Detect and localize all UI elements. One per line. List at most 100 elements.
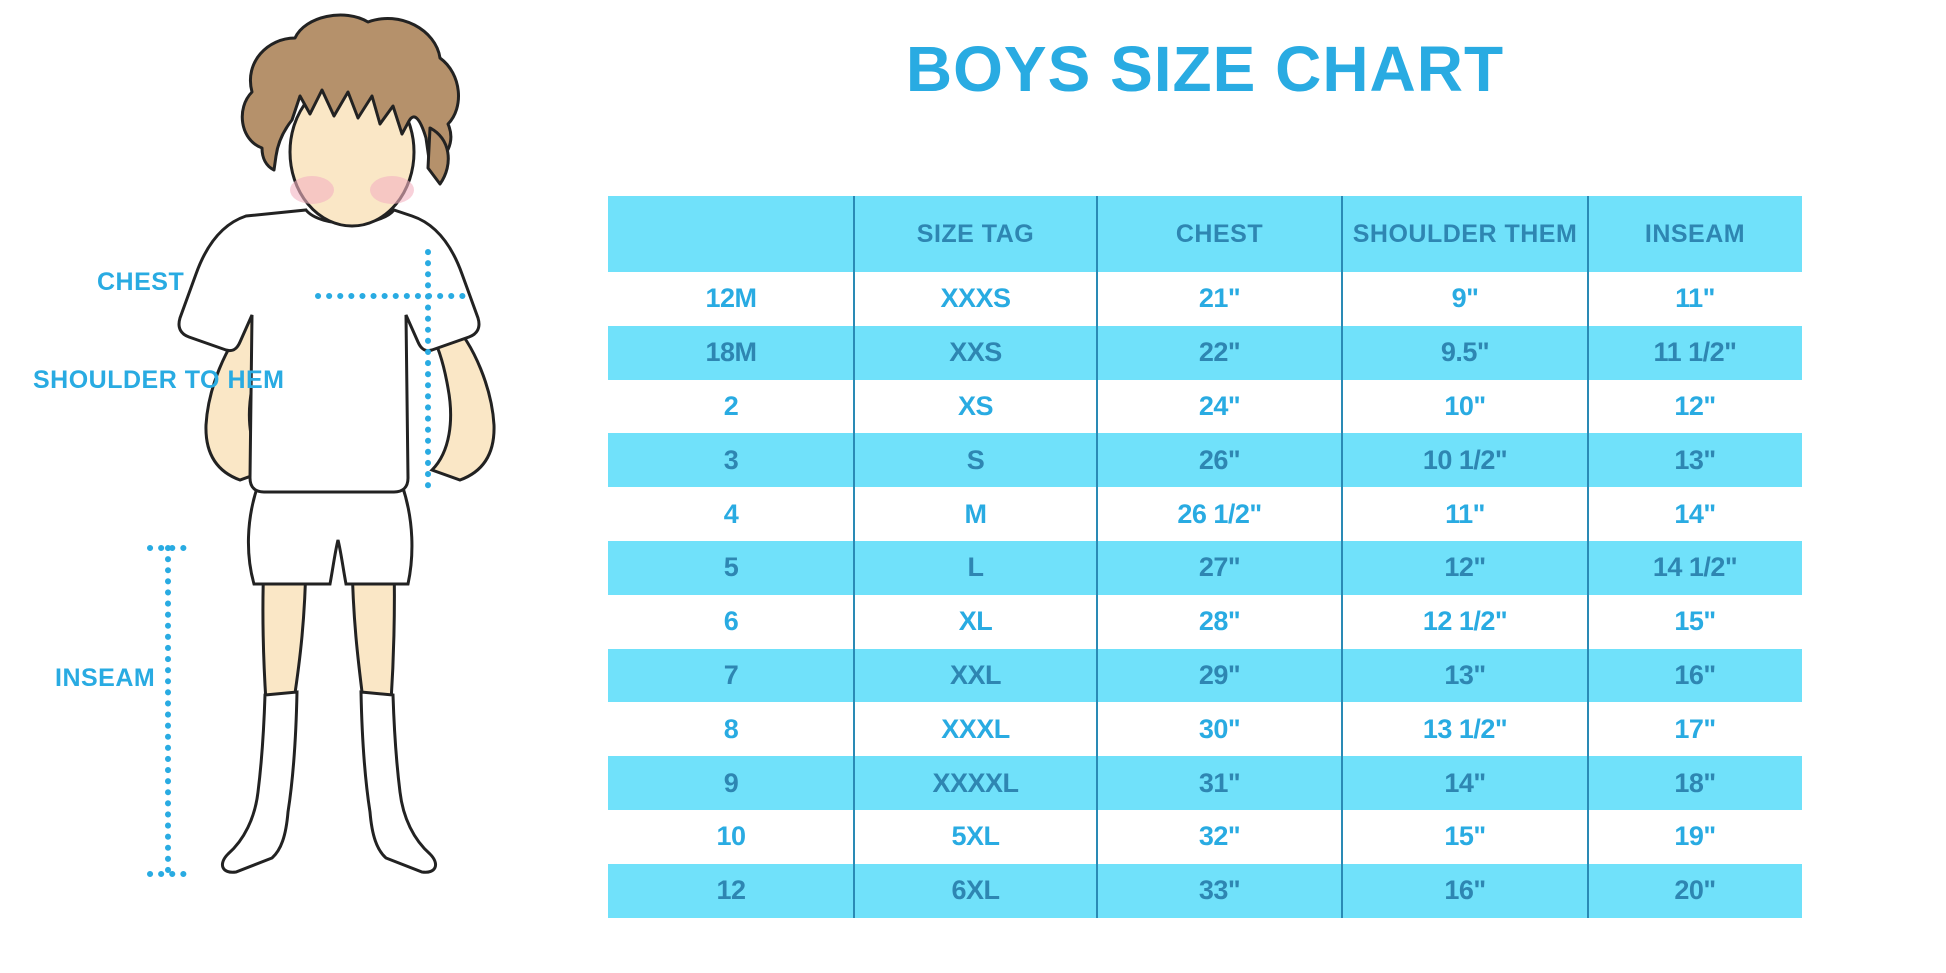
table-row: 2 XS 24" 10" 12" xyxy=(608,379,1802,434)
table-cell: 12 1/2" xyxy=(1422,606,1508,637)
table-cell: 20" xyxy=(1674,875,1716,906)
table-cell: XXXS xyxy=(940,283,1011,314)
table-cell: 11" xyxy=(1445,498,1485,529)
table-cell: XS xyxy=(957,390,994,421)
table-row: 4 M 26 1/2" 11" 14" xyxy=(608,487,1802,541)
table-cell: 9" xyxy=(1451,283,1479,314)
table-cell: 19" xyxy=(1674,821,1716,852)
table-row: 7 XXL 29" 13" 16" xyxy=(608,648,1802,703)
table-cell: 14 1/2" xyxy=(1652,552,1738,583)
table-cell: 5 xyxy=(723,552,739,583)
table-cell: 21" xyxy=(1198,283,1241,314)
table-cell: 7 xyxy=(723,659,739,690)
table-cell: 3 xyxy=(723,444,739,475)
table-cell: 4 xyxy=(723,498,739,529)
table-cell: 29" xyxy=(1198,659,1241,690)
hair xyxy=(240,13,460,172)
table-cell: 14" xyxy=(1674,498,1716,529)
inseam-label: INSEAM xyxy=(55,664,156,692)
table-cell: XXXXL xyxy=(932,767,1019,798)
table-cell: 12" xyxy=(1674,390,1716,421)
table-cell: 6 xyxy=(723,606,739,637)
table-cell: 27" xyxy=(1198,552,1241,583)
table-cell: 16" xyxy=(1674,659,1716,690)
table-cell: XXXL xyxy=(941,713,1010,744)
t-shirt xyxy=(177,208,481,494)
table-row: 6 XL 28" 12 1/2" 15" xyxy=(608,594,1802,649)
table-cell: 14" xyxy=(1444,767,1486,798)
table-cell: 9.5" xyxy=(1440,337,1490,368)
header-cell: SHOULDER THEM xyxy=(1352,219,1578,248)
boy-measurement-illustration xyxy=(147,13,496,877)
table-cell: 24" xyxy=(1198,390,1241,421)
table-cell: 18M xyxy=(705,337,757,368)
table-cell: M xyxy=(964,498,988,529)
table-cell: 15" xyxy=(1444,821,1486,852)
table-cell: 9 xyxy=(723,767,739,798)
header-cell xyxy=(608,196,854,272)
table-cell: 12 xyxy=(716,875,746,906)
hair-side xyxy=(426,126,450,186)
table-cell: 13" xyxy=(1674,444,1716,475)
table-cell: 26 1/2" xyxy=(1177,498,1262,529)
right-blush xyxy=(370,176,414,204)
table-cell: 2 xyxy=(723,390,739,421)
shorts xyxy=(246,483,414,586)
table-cell: 10 xyxy=(716,821,746,852)
table-cell: 13 1/2" xyxy=(1422,713,1508,744)
table-cell: 10 1/2" xyxy=(1422,444,1508,475)
table-cell: 33" xyxy=(1198,875,1241,906)
table-header-row: SIZE TAG CHEST SHOULDER THEM INSEAM xyxy=(608,196,1802,272)
table-cell: 30" xyxy=(1198,713,1241,744)
table-cell: 11" xyxy=(1675,283,1715,314)
header-cell: INSEAM xyxy=(1644,219,1746,248)
table-row: 12M XXXS 21" 9" 11" xyxy=(608,272,1802,326)
table-row: 8 XXXL 30" 13 1/2" 17" xyxy=(608,702,1802,757)
chest-label: CHEST xyxy=(97,268,185,296)
table-cell: XXS xyxy=(949,337,1002,368)
column-divider xyxy=(853,196,855,918)
table-cell: 8 xyxy=(723,713,739,744)
right-sock xyxy=(359,690,438,874)
table-row: 12 6XL 33" 16" 20" xyxy=(608,863,1802,918)
shoulder-to-hem-label: SHOULDER TO HEM xyxy=(33,366,285,394)
table-cell: 15" xyxy=(1674,606,1716,637)
left-sock xyxy=(220,690,299,874)
table-row: 5 L 27" 12" 14 1/2" xyxy=(608,540,1802,595)
table-cell: 16" xyxy=(1444,875,1486,906)
header-cell: CHEST xyxy=(1175,219,1264,248)
table-cell: 18" xyxy=(1674,767,1716,798)
table-cell: 12" xyxy=(1444,552,1486,583)
table-cell: L xyxy=(967,552,985,583)
table-row: 10 5XL 32" 15" 19" xyxy=(608,809,1802,864)
table-cell: 10" xyxy=(1444,390,1486,421)
header-cell: SIZE TAG xyxy=(916,219,1035,248)
left-blush xyxy=(290,176,334,204)
column-divider xyxy=(1587,196,1589,918)
table-body: 12M XXXS 21" 9" 11" 18M XXS 22" 9.5" 11 1/2" 2 XS 24… xyxy=(608,272,1802,918)
table-row: 18M XXS 22" 9.5" 11 1/2" xyxy=(608,325,1802,380)
inseam-measure-line xyxy=(147,545,193,877)
size-table: SIZE TAG CHEST SHOULDER THEM INSEAM 12M XXXS… xyxy=(608,196,1802,918)
table-cell: XXL xyxy=(949,659,1002,690)
column-divider xyxy=(1341,196,1343,918)
table-cell: 22" xyxy=(1198,337,1241,368)
table-cell: 6XL xyxy=(951,875,1000,906)
table-row: 9 XXXXL 31" 14" 18" xyxy=(608,756,1802,810)
table-cell: XL xyxy=(958,606,993,637)
table-cell: 17" xyxy=(1674,713,1716,744)
table-row: 3 S 26" 10 1/2" 13" xyxy=(608,433,1802,488)
page-title: BOYS SIZE CHART xyxy=(905,33,1505,105)
table-cell: 32" xyxy=(1198,821,1241,852)
column-divider xyxy=(1096,196,1098,918)
table-cell: 28" xyxy=(1198,606,1241,637)
table-cell: 5XL xyxy=(951,821,1000,852)
table-cell: 26" xyxy=(1198,444,1241,475)
table-cell: 31" xyxy=(1198,767,1241,798)
table-cell: 11 1/2" xyxy=(1653,337,1737,368)
right-arm xyxy=(427,318,496,482)
table-cell: 12M xyxy=(705,283,757,314)
table-cell: S xyxy=(966,444,985,475)
table-cell: 13" xyxy=(1444,659,1486,690)
